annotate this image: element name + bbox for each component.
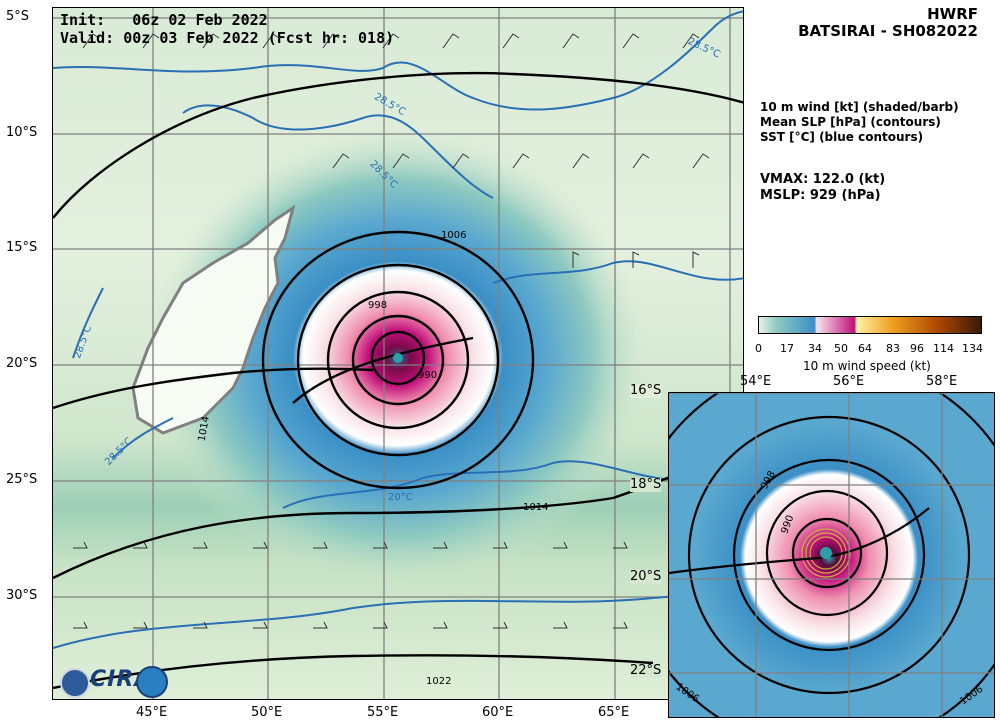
- slp-label-1014-west: 1014: [197, 415, 212, 442]
- lon-tick-65e: 65°E: [598, 705, 630, 720]
- inset-lon-tick-54e: 54°E: [740, 374, 772, 389]
- cira-logo: CIRA: [60, 664, 170, 698]
- wind-barbs: [73, 33, 710, 629]
- inset-graticule: [669, 393, 994, 717]
- legend-wind: 10 m wind [kt] (shaded/barb): [760, 100, 959, 114]
- inset-lat-tick-18s: 18°S: [630, 477, 662, 492]
- inset-lon-tick-56e: 56°E: [833, 374, 865, 389]
- colorbar-tick-96: 96: [910, 342, 924, 355]
- colorbar: [758, 316, 982, 334]
- lon-tick-60e: 60°E: [482, 705, 514, 720]
- inset-slp-contours: [669, 393, 994, 717]
- init-label: Init:: [60, 11, 106, 29]
- lon-tick-55e: 55°E: [367, 705, 399, 720]
- inset-map: 998 990 1006 1006: [668, 392, 995, 718]
- model-title: HWRF: [927, 5, 978, 23]
- main-map: 1006 1014 1014 1022 998 990 28.5°C 28.5°…: [52, 7, 744, 700]
- storm-title: BATSIRAI - SH082022: [798, 22, 978, 40]
- slp-label-1014-east: 1014: [523, 502, 548, 513]
- legend-slp: Mean SLP [hPa] (contours): [760, 115, 941, 129]
- inset-lat-tick-20s: 20°S: [630, 569, 662, 584]
- colorbar-tick-0: 0: [755, 342, 762, 355]
- colorbar-tick-50: 50: [834, 342, 848, 355]
- valid-value: 00z 03 Feb 2022 (Fcst hr: 018): [123, 29, 395, 47]
- storm-eye: [393, 353, 403, 363]
- valid-line: Valid: 00z 03 Feb 2022 (Fcst hr: 018): [60, 30, 394, 47]
- cira-globe-icon: [60, 668, 90, 698]
- valid-label: Valid:: [60, 29, 115, 47]
- slp-label-990: 990: [418, 370, 437, 381]
- inset-lon-tick-58e: 58°E: [926, 374, 958, 389]
- lat-tick-5s: 5°S: [6, 9, 30, 24]
- inset-storm-eye: [820, 547, 832, 559]
- lat-tick-25s: 25°S: [6, 472, 38, 487]
- slp-label-998: 998: [368, 300, 387, 311]
- sst-label-20c: 20°C: [388, 492, 413, 503]
- colorbar-title: 10 m wind speed (kt): [803, 359, 931, 373]
- vmax-value: VMAX: 122.0 (kt): [760, 172, 886, 187]
- lon-tick-50e: 50°E: [251, 705, 283, 720]
- colorbar-tick-114: 114: [933, 342, 954, 355]
- colorbar-tick-134: 134: [962, 342, 983, 355]
- slp-label-1006: 1006: [441, 230, 466, 241]
- init-value: 06z 02 Feb 2022: [132, 11, 268, 29]
- colorbar-tick-17: 17: [780, 342, 794, 355]
- csu-seal-icon: [136, 666, 168, 698]
- lat-tick-20s: 20°S: [6, 356, 38, 371]
- lat-tick-10s: 10°S: [6, 125, 38, 140]
- colorbar-tick-34: 34: [808, 342, 822, 355]
- lon-tick-45e: 45°E: [136, 705, 168, 720]
- inset-lat-tick-16s: 16°S: [630, 383, 662, 398]
- init-line: Init: 06z 02 Feb 2022: [60, 12, 268, 29]
- slp-contours: [53, 71, 743, 690]
- lat-tick-30s: 30°S: [6, 588, 38, 603]
- legend-sst: SST [°C] (blue contours): [760, 130, 924, 144]
- colorbar-tick-83: 83: [886, 342, 900, 355]
- slp-label-1022: 1022: [426, 676, 451, 687]
- inset-lat-tick-22s: 22°S: [630, 663, 662, 678]
- mslp-value: MSLP: 929 (hPa): [760, 188, 881, 203]
- inset-map-svg: 998 990 1006 1006: [669, 393, 994, 717]
- main-map-svg: 1006 1014 1014 1022 998 990 28.5°C 28.5°…: [53, 8, 743, 699]
- colorbar-tick-64: 64: [858, 342, 872, 355]
- lat-tick-15s: 15°S: [6, 240, 38, 255]
